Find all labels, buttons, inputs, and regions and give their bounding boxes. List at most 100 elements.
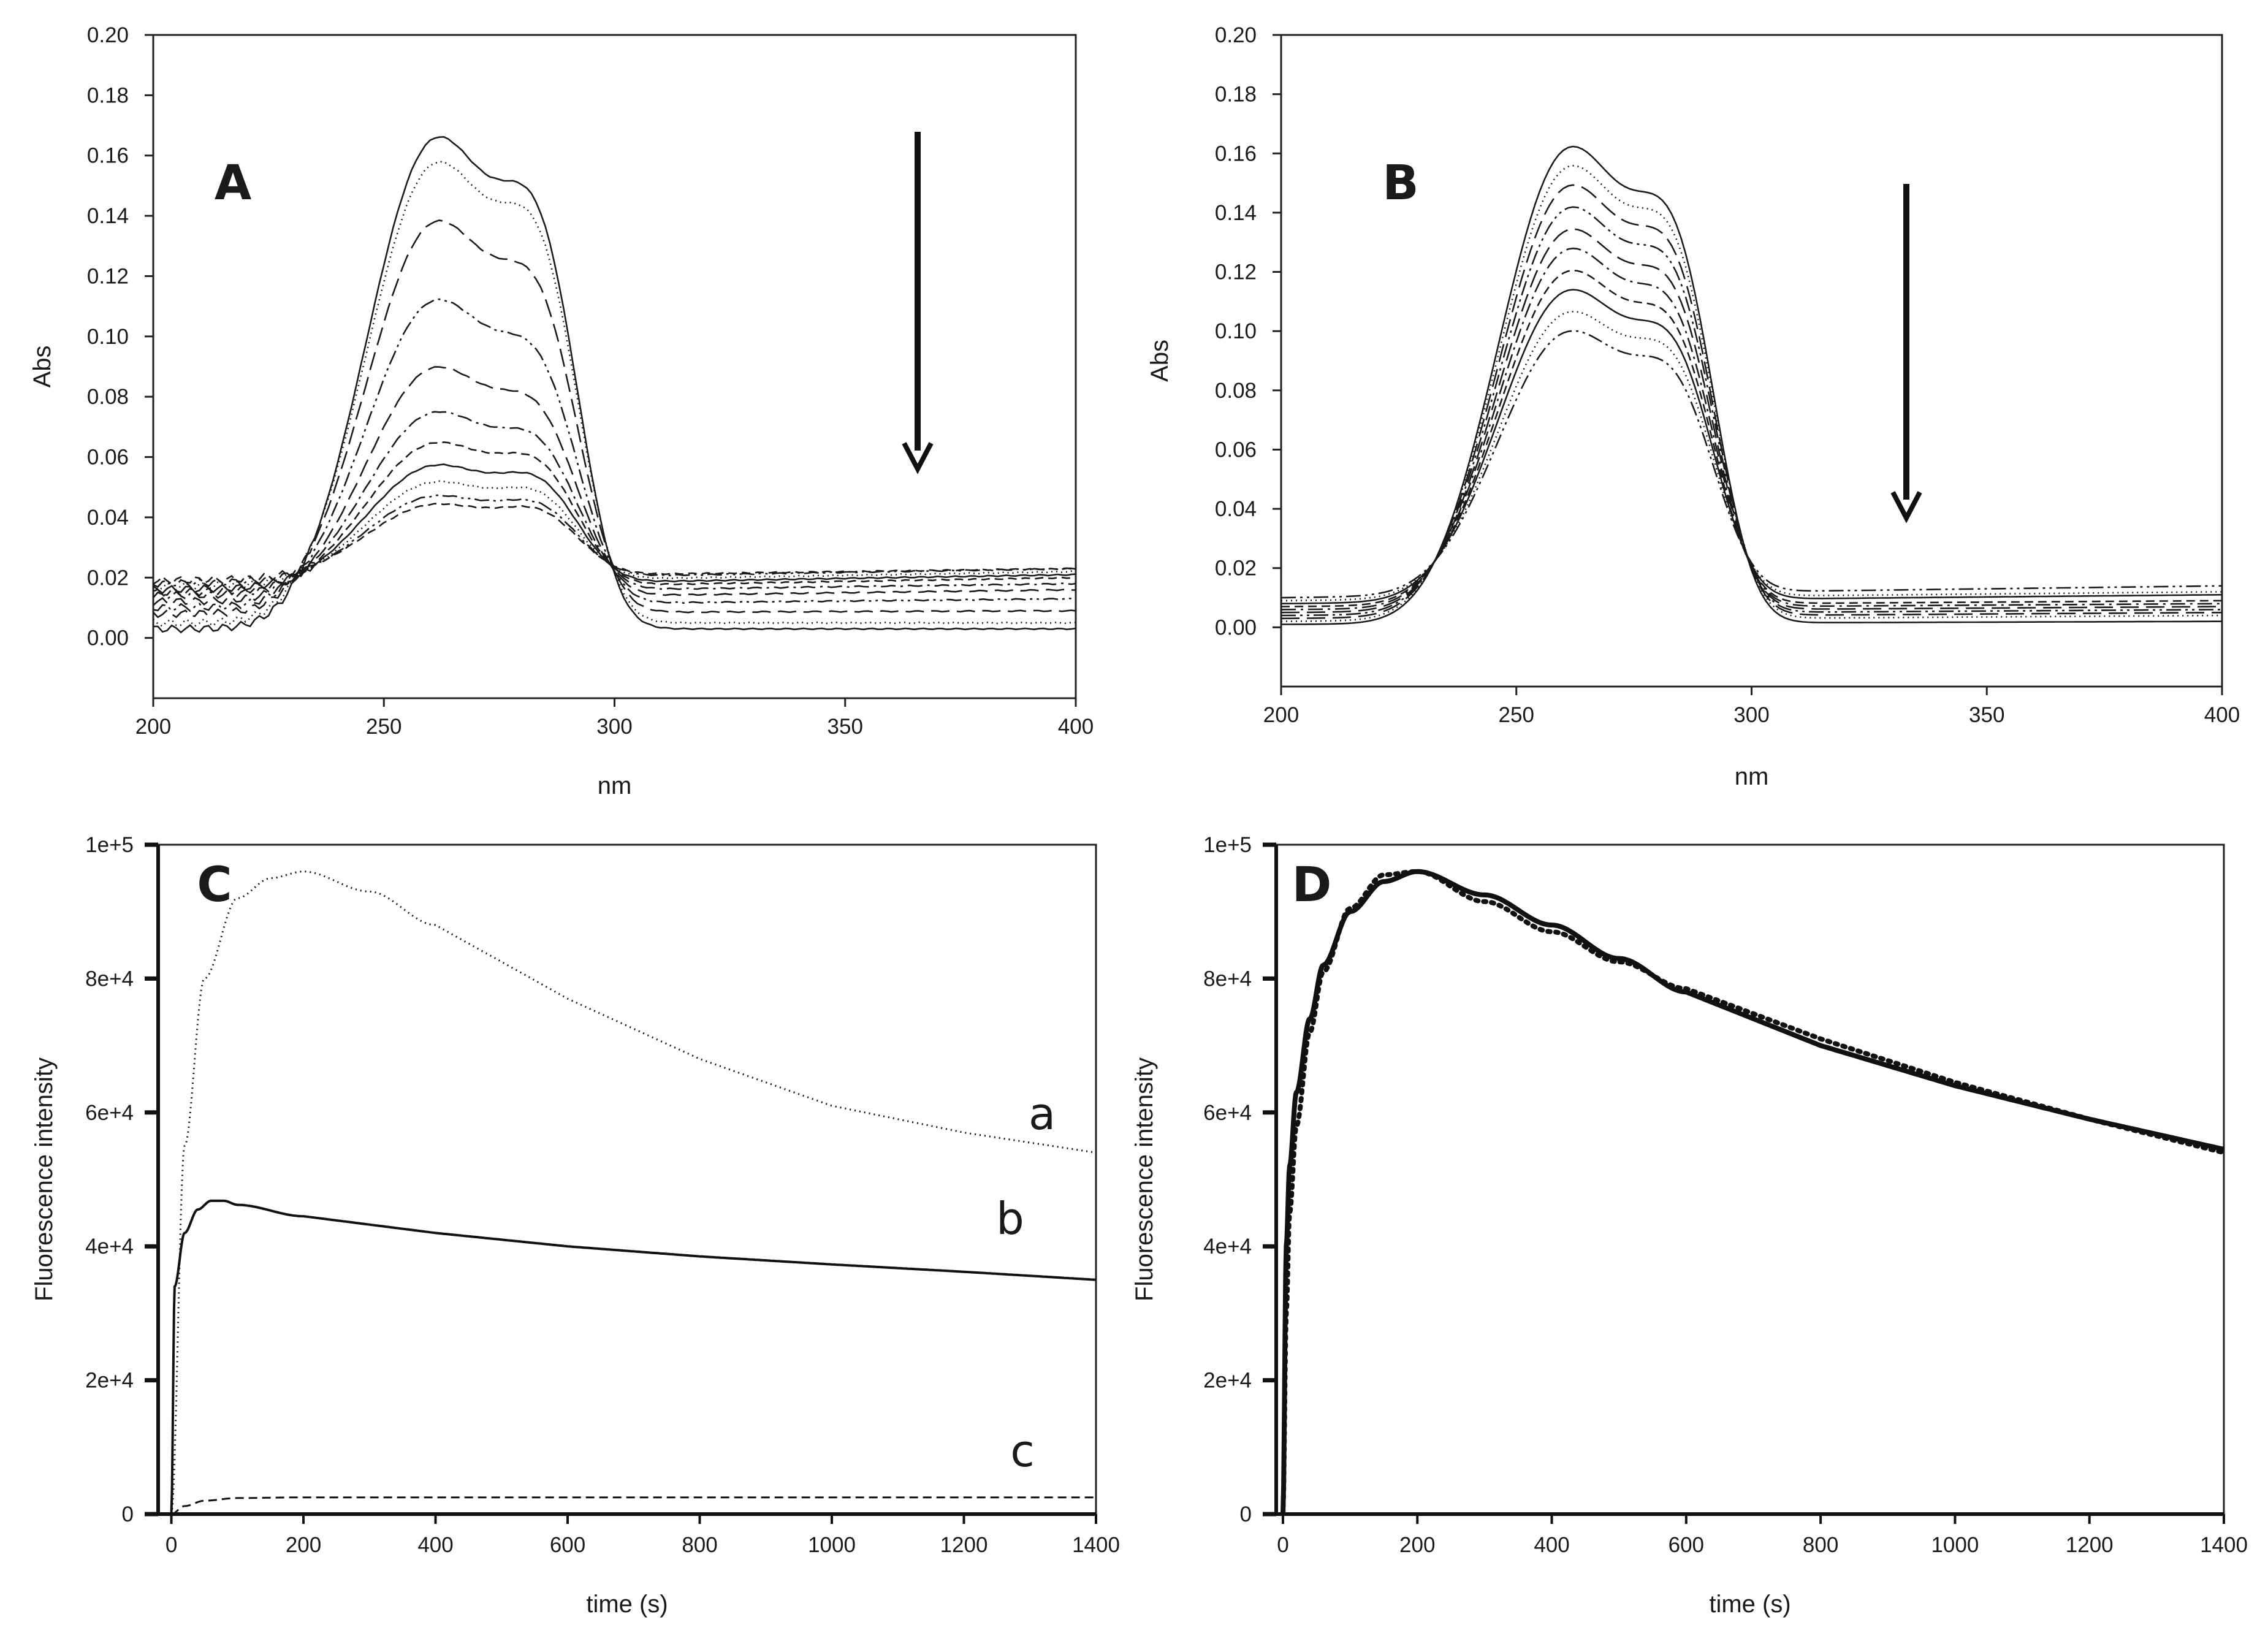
y-tick-label: 2e+4: [1203, 1369, 1252, 1393]
curve-label-a: a: [1029, 1088, 1056, 1140]
x-tick-label: 1200: [940, 1533, 988, 1557]
x-tick-label: 1000: [1931, 1533, 1979, 1557]
x-tick-label: 1400: [1072, 1533, 1120, 1557]
spectrum-line: [153, 411, 1076, 601]
panel-d-fluorescence-chart: 0 2e+4 4e+4 6e+4 8e+4 1e+5 0 200 400 600 800 1000 12…: [1131, 833, 2248, 1618]
spectrum-line: [1281, 330, 2223, 599]
y-tick-label: 4e+4: [1203, 1235, 1252, 1258]
y-tick-label: 0.16: [87, 144, 129, 168]
x-tick-label: 300: [1733, 703, 1769, 727]
y-tick-label: 0.18: [1215, 83, 1257, 107]
y-axis-label: Fluorescence intensity: [31, 1057, 58, 1301]
x-tick-label: 200: [1399, 1533, 1435, 1557]
plot-frame: [152, 34, 1077, 699]
x-tick-label: 250: [366, 715, 401, 739]
x-tick-label: 200: [1263, 703, 1299, 727]
spectrum-line: [153, 219, 1076, 619]
spectrum-line: [153, 463, 1076, 595]
x-tick-label: 0: [166, 1533, 177, 1557]
spectrum-line: [1281, 145, 2222, 625]
y-tick-label: 4e+4: [85, 1235, 134, 1258]
y-tick-label: 1e+5: [1203, 833, 1252, 857]
y-tick-label: 0: [122, 1502, 134, 1526]
curve-label-c: c: [1010, 1425, 1035, 1477]
x-tick-label: 600: [550, 1533, 585, 1557]
spectrum-line: [1281, 164, 2223, 622]
x-tick-label: 200: [286, 1533, 321, 1557]
plot-frame: [1275, 843, 2225, 1515]
x-tick-label: 800: [1803, 1533, 1838, 1557]
y-tick-label: 8e+4: [85, 967, 134, 991]
x-tick-label: 600: [1669, 1533, 1704, 1557]
x-tick-label: 800: [682, 1533, 717, 1557]
panel-c-fluorescence-chart: 0 2e+4 4e+4 6e+4 8e+4 1e+5 0 200 400 600 800 1000 12…: [31, 833, 1120, 1618]
spectrum-line: [1281, 228, 2223, 614]
y-tick-label: 0.14: [1215, 201, 1257, 225]
series-line: [1281, 869, 2226, 1517]
panel-letter: C: [197, 858, 232, 913]
x-tick-label: 1400: [2200, 1533, 2248, 1557]
y-tick-label: 0.02: [1215, 557, 1257, 581]
y-axis-label: Fluorescence intensity: [1131, 1057, 1158, 1301]
x-tick-label: 300: [596, 715, 632, 739]
series-line: [1281, 869, 2224, 1515]
y-tick-label: 6e+4: [1203, 1101, 1252, 1125]
spectrum-line: [153, 161, 1076, 628]
x-tick-label: 400: [2204, 703, 2240, 727]
x-tick-label: 200: [135, 715, 171, 739]
spectrum-line: [1281, 206, 2222, 617]
spectrum-line: [153, 503, 1076, 585]
y-tick-label: 0.14: [87, 204, 129, 228]
x-tick-label: 400: [1058, 715, 1094, 739]
x-tick-label: 0: [1277, 1533, 1288, 1557]
plot-frame: [1280, 34, 2223, 688]
spectrum-line: [153, 135, 1076, 634]
y-tick-label: 0.12: [1215, 261, 1257, 284]
x-axis-label: time (s): [586, 1591, 668, 1618]
panel-b-absorbance-chart: 0.00 0.02 0.04 0.06 0.08 0.10 0.12 0.14 0.16 0.18…: [1146, 23, 2240, 790]
series-line-c: [171, 1496, 1096, 1515]
y-tick-label: 0.02: [87, 566, 129, 590]
y-tick-label: 0.00: [87, 626, 129, 650]
x-tick-label: 350: [828, 715, 863, 739]
panel-a-absorbance-chart: 0.00 0.02 0.04 0.06 0.08 0.10 0.12 0.14 0.16 0.18…: [29, 23, 1094, 799]
y-tick-label: 1e+5: [85, 833, 134, 857]
panel-letter: D: [1292, 858, 1332, 913]
y-tick-label: 6e+4: [85, 1101, 134, 1125]
y-tick-label: 0.00: [1215, 615, 1257, 639]
y-tick-label: 0.04: [1215, 497, 1257, 521]
series-line-b: [170, 1199, 1097, 1515]
spectrum-line: [1281, 269, 2222, 607]
x-tick-label: 350: [1969, 703, 2004, 727]
x-tick-label: 400: [417, 1533, 453, 1557]
spectrum-line: [1281, 289, 2223, 604]
x-tick-label: 1000: [808, 1533, 856, 1557]
y-tick-label: 0.20: [87, 23, 129, 47]
x-axis-label: time (s): [1709, 1591, 1790, 1618]
y-tick-label: 0.12: [87, 264, 129, 288]
x-axis-label: nm: [598, 772, 632, 799]
spectrum-line: [1281, 310, 2223, 602]
spectrum-line: [1281, 184, 2223, 620]
plot-frame: [157, 843, 1097, 1515]
y-axis-label: Abs: [1146, 340, 1173, 382]
decrease-arrow-head: [902, 442, 934, 474]
series-line-a: [170, 870, 1097, 1515]
y-tick-label: 0.08: [87, 385, 129, 409]
y-tick-label: 2e+4: [85, 1369, 134, 1393]
decrease-arrow-head: [1890, 491, 1922, 524]
y-tick-label: 0.06: [87, 446, 129, 470]
x-axis-label: nm: [1735, 763, 1769, 790]
x-tick-label: 400: [1534, 1533, 1569, 1557]
y-tick-label: 8e+4: [1203, 967, 1252, 991]
x-tick-label: 250: [1499, 703, 1534, 727]
y-tick-label: 0.20: [1215, 23, 1257, 47]
panel-letter: A: [215, 156, 251, 211]
spectrum-line: [1281, 247, 2223, 611]
y-tick-label: 0.10: [1215, 319, 1257, 343]
x-tick-label: 1200: [2066, 1533, 2114, 1557]
y-tick-label: 0.18: [87, 83, 129, 107]
y-tick-label: 0.10: [87, 325, 129, 349]
y-tick-label: 0.08: [1215, 379, 1257, 403]
